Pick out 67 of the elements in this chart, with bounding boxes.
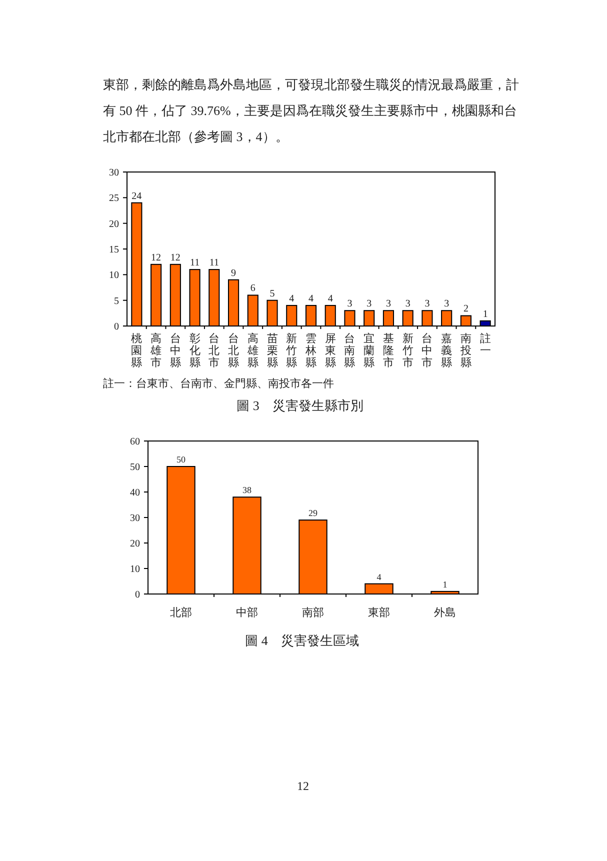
x-tick-label: 高雄市 [150,332,162,369]
data-label: 4 [376,572,382,582]
x-tick-label: 台北市 [208,332,220,369]
x-tick-label: 台北縣 [228,332,240,369]
x-tick-label: 基隆市 [382,332,394,369]
data-label: 2 [463,304,468,315]
x-tick-label: 南投縣 [459,332,472,369]
y-tick-label: 20 [109,218,119,230]
data-label: 4 [289,293,294,304]
y-tick-label: 40 [130,488,140,498]
data-label: 3 [347,298,352,310]
y-tick-label: 0 [114,322,119,332]
x-tick-label: 彰化縣 [189,332,200,369]
data-label: 11 [209,258,219,269]
x-tick-label: 台中縣 [170,332,181,369]
y-tick-label: 15 [109,244,119,256]
y-tick-label: 0 [135,590,140,600]
data-label: 38 [242,485,252,496]
x-tick-label: 台南縣 [344,332,356,369]
x-tick-label: 宜蘭縣 [364,332,375,369]
x-tick-label: 南部 [302,606,324,619]
text: 12 [297,779,309,793]
data-label: 29 [308,508,318,518]
x-tick-label: 雲林縣 [304,333,316,369]
text: 圖 3 災害發生縣市別 [236,398,364,413]
y-tick-label: 10 [109,270,119,282]
x-tick-label: 新竹市 [402,332,414,369]
x-tick-label: 外島 [434,606,456,619]
text: 圖 4 災害發生區域 [245,633,359,648]
data-label: 50 [176,454,186,464]
y-tick-label: 20 [130,538,140,550]
data-label: 12 [151,252,162,264]
x-tick-label: 東部 [368,606,390,619]
y-tick-label: 25 [109,193,119,204]
data-label: 6 [250,283,256,294]
x-tick-label: 新竹縣 [286,332,298,369]
data-label: 9 [231,268,236,279]
text: 東部，剩餘的離島爲外島地區，可發現北部發生職災的情況最爲嚴重，計有 50 件，佔了 39.76%，主要是因爲在職災發生主要縣市中，桃園縣和台北市都在北部（參考圖 3，4）。 [103,76,520,146]
data-label: 3 [386,298,391,310]
text: 註一：台東市、台南市、金門縣、南投市各一件 [103,377,334,390]
y-tick-label: 10 [130,564,140,575]
data-label: 11 [190,258,200,269]
x-tick-label: 北部 [170,606,192,619]
y-tick-label: 50 [130,462,140,473]
x-tick-label: 苗栗縣 [266,332,278,369]
y-tick-label: 30 [130,513,140,524]
data-label: 1 [482,308,488,320]
data-label: 4 [308,293,314,304]
data-label: 24 [132,190,142,202]
data-label: 3 [444,298,450,310]
x-tick-label: 高雄縣 [246,332,258,369]
y-tick-label: 60 [130,436,140,448]
data-label: 3 [424,298,430,310]
x-tick-label: 註一 [480,332,491,357]
data-label: 1 [442,579,448,590]
x-tick-label: 中部 [236,606,258,619]
data-label: 4 [328,293,333,304]
data-label: 12 [170,252,180,264]
data-label: 5 [270,288,275,300]
x-tick-label: 嘉義縣 [441,332,452,369]
y-tick-label: 5 [114,296,119,307]
data-label: 3 [405,298,410,310]
x-tick-label: 屏東縣 [324,333,336,369]
y-tick-label: 30 [109,168,119,178]
x-tick-label: 桃園縣 [131,333,142,369]
x-tick-label: 台中市 [422,332,433,369]
data-label: 3 [366,298,372,310]
